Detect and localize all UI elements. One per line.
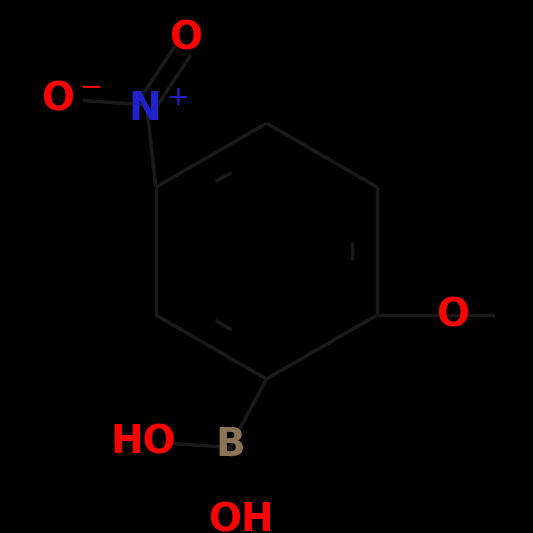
Text: OH: OH: [208, 502, 274, 533]
Text: O$^-$: O$^-$: [41, 79, 102, 117]
Text: O: O: [436, 296, 469, 334]
Text: HO: HO: [110, 424, 176, 462]
Text: O: O: [169, 20, 202, 58]
Text: N$^+$: N$^+$: [128, 91, 188, 128]
Text: B: B: [215, 426, 245, 464]
